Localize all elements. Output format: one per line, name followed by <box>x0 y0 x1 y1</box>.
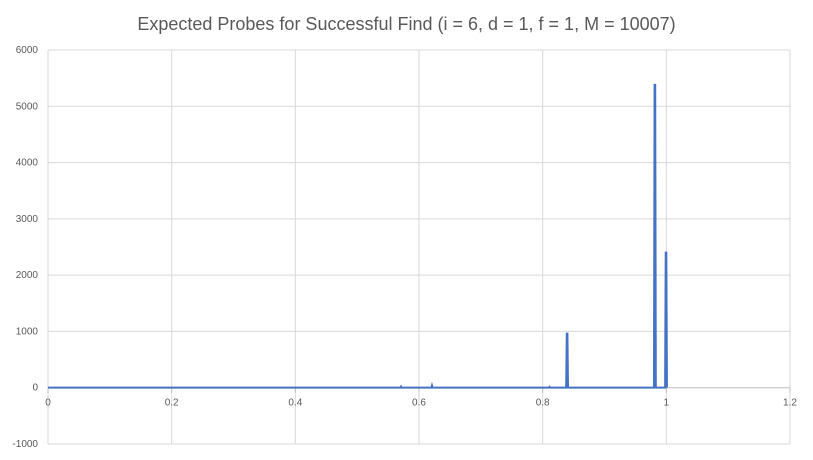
y-tick-label: -1000 <box>12 439 38 450</box>
x-tick-label: 0.2 <box>165 398 179 409</box>
tick-labels: -1000 0 1000 2000 3000 4000 5000 6000 0 0.2 0.4 0.6… <box>12 45 797 450</box>
y-tick-label: 6000 <box>16 45 39 56</box>
y-tick-label: 2000 <box>16 270 39 281</box>
series-line <box>48 83 668 389</box>
x-tick-label: 0 <box>45 398 51 409</box>
x-tick-label: 0.6 <box>412 398 426 409</box>
x-tick-label: 1 <box>664 398 670 409</box>
y-tick-label: 0 <box>32 383 38 394</box>
y-tick-label: 4000 <box>16 158 39 169</box>
series-layer <box>48 83 668 389</box>
gridlines <box>47 49 791 445</box>
x-tick-label: 1.2 <box>783 398 797 409</box>
y-tick-label: 5000 <box>16 101 39 112</box>
y-tick-label: 1000 <box>16 326 39 337</box>
x-tick-label: 0.8 <box>536 398 550 409</box>
y-tick-label: 3000 <box>16 214 39 225</box>
x-tick-label: 0.4 <box>288 398 302 409</box>
chart-title: Expected Probes for Successful Find (i =… <box>137 14 676 34</box>
